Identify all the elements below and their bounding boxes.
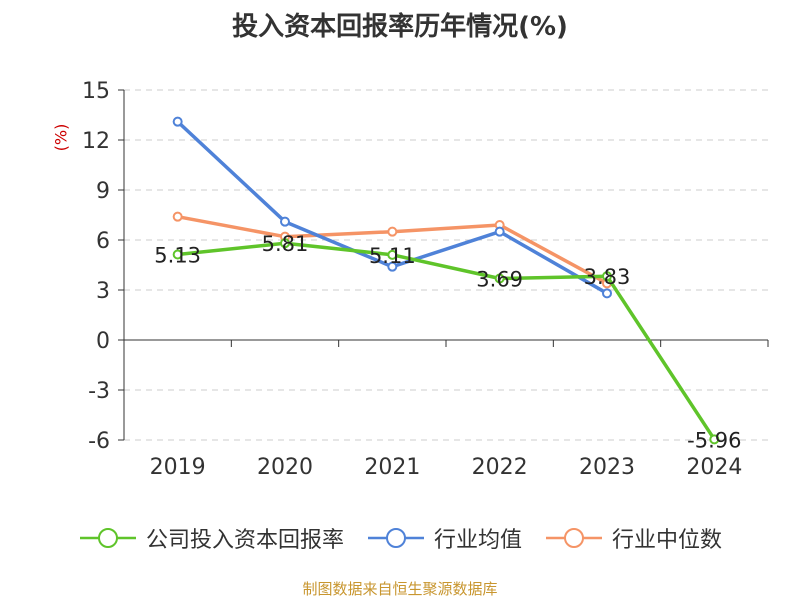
y-tick-label: -3 [88, 379, 110, 404]
legend-swatch-icon [546, 528, 602, 548]
legend-label: 行业均值 [433, 528, 522, 553]
x-tick-label: 2021 [364, 455, 420, 480]
data-point[interactable] [172, 249, 183, 260]
data-point[interactable] [280, 216, 290, 227]
legend-label: 行业中位数 [612, 528, 723, 553]
data-point[interactable] [387, 261, 398, 272]
x-tick-label: 2019 [150, 455, 206, 480]
data-label: 5.81 [262, 232, 309, 256]
line-chart: 15 12 9 6 3 0 -3 -6 2019 2020 2021 2022 2023 2024 5.1… [82, 79, 769, 480]
data-point[interactable] [280, 238, 290, 249]
data-point[interactable] [172, 116, 183, 127]
data-label: 5.11 [369, 244, 416, 268]
legend-item[interactable]: 公司投入资本回报率 [78, 522, 344, 554]
data-point[interactable] [709, 434, 720, 445]
y-tick-label: 0 [96, 329, 110, 354]
legend-item[interactable]: 行业均值 [366, 522, 522, 554]
data-label: 3.83 [584, 265, 631, 289]
legend-label: 公司投入资本回报率 [145, 528, 344, 553]
x-tick-label: 2023 [579, 455, 635, 480]
chart-title: 投入资本回报率历年情况(%) [232, 12, 568, 42]
y-tick-label: 6 [96, 229, 110, 254]
data-point[interactable] [602, 288, 612, 299]
grid-lines [124, 89, 768, 441]
legend-swatch-icon [79, 528, 136, 548]
data-point[interactable] [387, 249, 398, 260]
y-tick-label: 15 [82, 79, 110, 104]
data-point[interactable] [387, 226, 398, 237]
x-tick-label: 2024 [686, 455, 742, 480]
series-line [177, 241, 716, 441]
data-source-note: 制图数据来自恒生聚源数据库 [302, 580, 498, 598]
data-labels: 5.13 5.81 5.11 3.69 3.83 -5.96 [154, 232, 741, 452]
legend: 公司投入资本回报率 行业均值 行业中位数 [0, 518, 800, 558]
data-label: 5.13 [154, 244, 201, 268]
data-point[interactable] [602, 271, 612, 282]
data-label: 3.69 [476, 268, 523, 292]
y-tick-label: 9 [96, 179, 110, 204]
legend-swatch-icon [367, 528, 424, 548]
x-tick-label: 2020 [257, 455, 313, 480]
y-tick-label: 12 [82, 129, 110, 154]
data-point[interactable] [172, 211, 183, 222]
axes: 15 12 9 6 3 0 -3 -6 2019 2020 2021 2022 2023 2024 [82, 79, 769, 480]
data-label: -5.96 [687, 428, 741, 452]
legend-item[interactable]: 行业中位数 [544, 522, 722, 554]
y-tick-label: -6 [88, 429, 110, 454]
data-point[interactable] [494, 273, 505, 284]
x-tick-label: 2022 [472, 455, 528, 480]
series-lines [172, 116, 720, 445]
data-point[interactable] [494, 226, 505, 237]
y-tick-label: 3 [96, 279, 110, 304]
